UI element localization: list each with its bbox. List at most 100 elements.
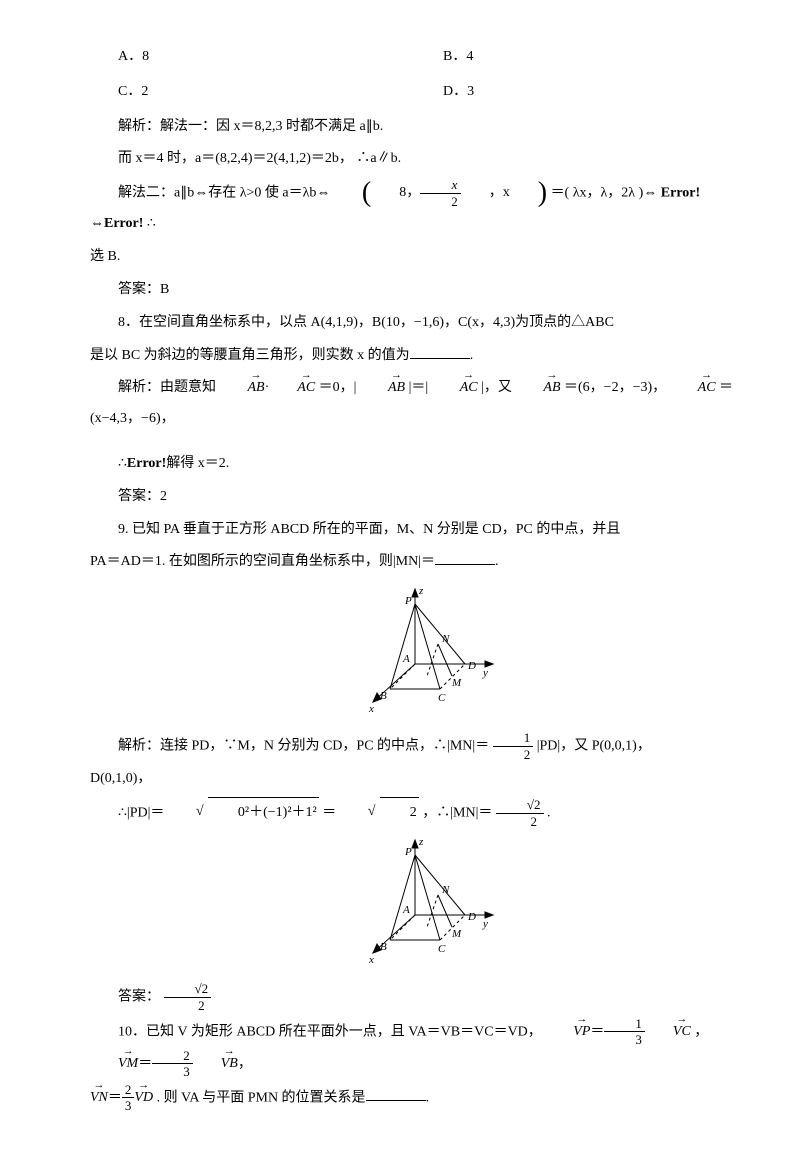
text: 解析：由题意知 <box>118 380 216 395</box>
q10-line1: 10．已知 V 为矩形 ABCD 所在平面外一点，且 VA＝VB＝VC＝VD， … <box>90 1016 740 1080</box>
num: x <box>420 177 461 194</box>
vec-ab: AB <box>515 373 560 404</box>
q7-sol1a: 解析：解法一：因 x＝8,2,3 时都不满足 a∥b. <box>90 112 740 143</box>
vec-vc: VC <box>645 1017 691 1048</box>
num: 1 <box>493 730 534 747</box>
lbl-C: C <box>438 692 446 704</box>
text: |PD|，又 P(0,0,1)， <box>537 738 651 753</box>
q9-calc: ∴|PD|＝ 0²＋(−1)²＋1² ＝ 2 ，∴|MN|＝ √22 . <box>90 797 740 829</box>
den: 3 <box>604 1032 645 1048</box>
lbl-M: M <box>451 677 462 689</box>
q8-ans: 答案：2 <box>90 482 740 513</box>
comma: ， <box>694 1024 708 1039</box>
lbl-x: x <box>368 703 374 715</box>
text: 解得 x＝2. <box>166 456 229 471</box>
choice-b: B．4 <box>415 42 740 73</box>
vec-vb: VB <box>193 1049 238 1080</box>
error-text: Error! <box>104 216 143 231</box>
lbl-D: D <box>467 911 476 923</box>
q9-sol2: D(0,1,0)， <box>90 764 740 795</box>
q7-ans: 答案：B <box>90 275 740 306</box>
num: 1 <box>604 1016 645 1033</box>
num: 2 <box>122 1082 135 1099</box>
num: √2 <box>164 981 212 998</box>
choice-d: D．3 <box>415 77 740 108</box>
text: |＝| <box>409 380 429 395</box>
lbl-z: z <box>418 585 424 597</box>
choice-a: A．8 <box>90 42 415 73</box>
q9-line2: PA＝AD＝1. 在如图所示的空间直角坐标系中，则|MN|＝. <box>90 547 740 578</box>
text: ∴ <box>118 456 127 471</box>
text: . <box>426 1090 430 1105</box>
q10-line2: VN＝23VD . 则 VA 与平面 PMN 的位置关系是. <box>90 1082 740 1114</box>
figure-pyramid-1: P A B C D M N z y x <box>325 584 505 724</box>
vec-vn: VN <box>90 1083 108 1114</box>
blank <box>410 344 470 359</box>
vec-ac: AC <box>432 373 478 404</box>
num: √2 <box>496 797 544 814</box>
text: ∴a∥b. <box>356 151 401 166</box>
figure-pyramid-2: P A B C D M N z y x <box>325 835 505 975</box>
text: ，x <box>461 178 510 209</box>
blank <box>435 550 495 565</box>
lbl-z: z <box>418 836 424 848</box>
text: 解法二：a∥b⇔存在 λ>0 使 a＝λb⇔ <box>118 186 330 201</box>
vec-ab: AB <box>360 373 405 404</box>
radicand: 2 <box>380 797 419 829</box>
text: 10．已知 V 为矩形 ABCD 所在平面外一点，且 VA＝VB＝VC＝VD， <box>118 1024 542 1039</box>
text: 答案： <box>118 990 160 1005</box>
text: ＝(6，−2，−3)， <box>564 380 666 395</box>
text: PA＝AD＝1. 在如图所示的空间直角坐标系中，则|MN|＝ <box>90 554 435 569</box>
lbl-y: y <box>482 667 488 679</box>
text: ＝ <box>322 805 336 820</box>
den: 2 <box>164 998 212 1014</box>
lbl-B: B <box>380 941 387 953</box>
q8-line1: 8．在空间直角坐标系中，以点 A(4,1,9)，B(10，−1,6)，C(x，4… <box>90 308 740 339</box>
q9-line1: 9. 已知 PA 垂直于正方形 ABCD 所在的平面，M、N 分别是 CD，PC… <box>90 515 740 546</box>
vec-vp: VP <box>545 1017 590 1048</box>
den: 2 <box>420 194 461 210</box>
q7-sol1b: 而 x＝4 时，a＝(8,2,4)＝2(4,1,2)＝2b， ∴a∥b. <box>90 144 740 175</box>
q9-ans: 答案： √22 <box>90 981 740 1013</box>
text: ∴ <box>147 216 156 231</box>
text: 8， <box>371 178 420 209</box>
lbl-y: y <box>482 918 488 930</box>
blank <box>366 1086 426 1101</box>
lbl-B: B <box>380 690 387 702</box>
text: |，又 <box>481 380 512 395</box>
lbl-N: N <box>441 884 450 896</box>
q8-line2: 是以 BC 为斜边的等腰直角三角形，则实数 x 的值为. <box>90 341 740 372</box>
text: . <box>547 805 551 820</box>
lbl-D: D <box>467 660 476 672</box>
q9-sol1: 解析：连接 PD，∵M，N 分别为 CD，PC 的中点，∴|MN|＝ 12 |P… <box>90 730 740 762</box>
text: ∴|PD|＝ <box>118 805 164 820</box>
lbl-x: x <box>368 954 374 966</box>
text: . <box>495 554 499 569</box>
text: 是以 BC 为斜边的等腰直角三角形，则实数 x 的值为 <box>90 348 410 363</box>
vec-ab: AB <box>220 373 265 404</box>
text: ，∴|MN|＝ <box>422 805 492 820</box>
lbl-N: N <box>441 633 450 645</box>
lbl-C: C <box>438 943 446 955</box>
text: 而 x＝4 时，a＝(8,2,4)＝2(4,1,2)＝2b， <box>118 151 353 166</box>
den: 3 <box>152 1064 193 1080</box>
den: 2 <box>493 747 534 763</box>
vec-ac: AC <box>670 373 716 404</box>
text: 解析：连接 PD，∵M，N 分别为 CD，PC 的中点，∴|MN|＝ <box>118 738 489 753</box>
q7-sol2: 解法二：a∥b⇔存在 λ>0 使 a＝λb⇔ ( 8， x2 ，x ) ＝( λ… <box>90 177 740 240</box>
lbl-P: P <box>404 595 412 607</box>
q8-sol: 解析：由题意知 AB·AC ＝0，| AB |＝| AC |，又 AB ＝(6，… <box>90 373 740 435</box>
vec-vd: VD <box>134 1083 153 1114</box>
lbl-A: A <box>402 904 410 916</box>
choice-c: C．2 <box>90 77 415 108</box>
error-text: Error! <box>127 456 166 471</box>
text: . 则 VA 与平面 PMN 的位置关系是 <box>157 1090 366 1105</box>
text: ＝0，| <box>319 380 357 395</box>
q7-conclude: 选 B. <box>90 242 740 273</box>
vec-ac: AC <box>269 373 315 404</box>
den: 2 <box>496 814 544 830</box>
text: ＝( λx，λ，2λ )⇔ <box>551 186 658 201</box>
radicand: 0²＋(−1)²＋1² <box>208 797 319 829</box>
lbl-M: M <box>451 928 462 940</box>
lbl-A: A <box>402 653 410 665</box>
